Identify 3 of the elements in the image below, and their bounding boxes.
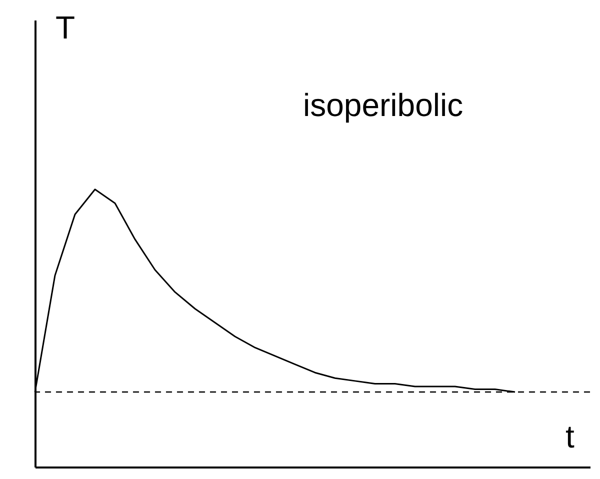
text: isoperibolic <box>303 87 464 123</box>
x-axis-title: t <box>566 418 574 454</box>
y-axis-title: T <box>56 10 76 46</box>
